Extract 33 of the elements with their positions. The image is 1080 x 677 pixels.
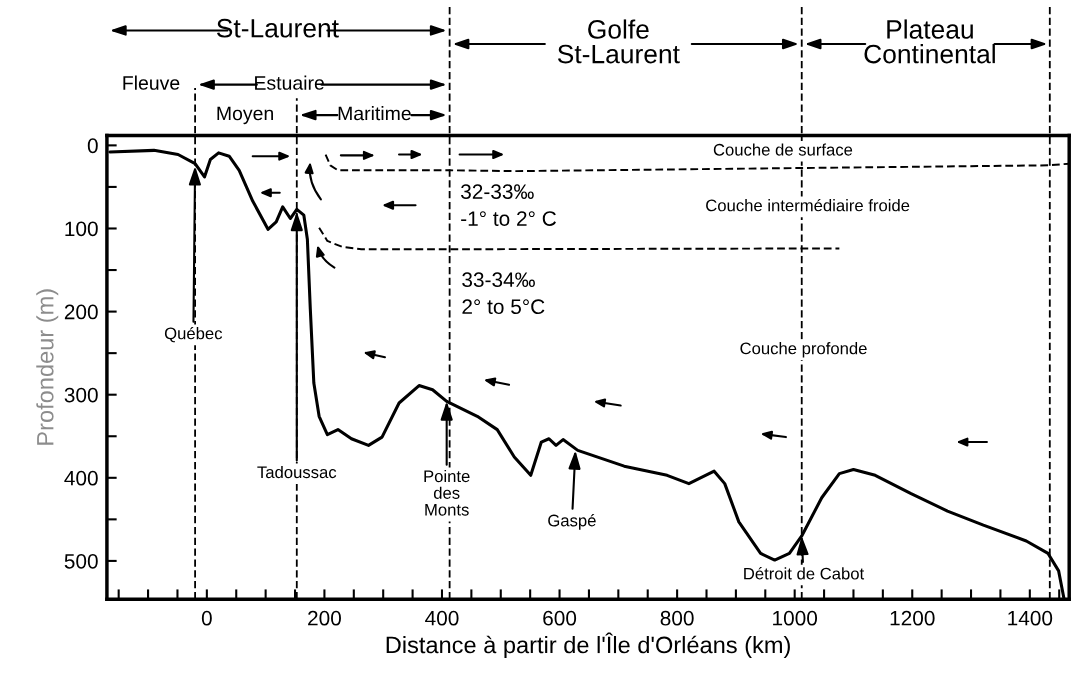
x-tick-label: 0 [201,610,212,626]
text: Moyen [217,106,273,125]
annotation: 33-34‰ 2° to 5°C [462,272,545,315]
annotation: Gaspé [548,513,596,530]
text: Estuaire [255,75,324,90]
annotation: Couche profonde [740,342,867,358]
x-tick-label: 400 [425,610,459,626]
annotation: Couche intermédiaire froide [706,198,910,212]
text: Fleuve [123,75,180,90]
y-tick-label: 400 [64,470,98,486]
x-tick-label: 1000 [773,610,818,626]
x-axis-title: Distance à partir de l'Île d'Orléans (km) [386,632,790,658]
x-tick-label: 1200 [890,610,935,626]
y-tick-label: 200 [64,304,98,320]
y-tick-label: 100 [65,221,98,237]
annotation: Tadoussac [257,465,337,479]
text: St-Laurent [216,18,339,38]
annotation: Couche de surface [713,143,853,156]
text: Maritime [338,106,411,121]
x-tick-label: 200 [308,610,341,626]
annotation: 32-33‰ -1° to 2° C [461,184,556,226]
text: Plateau Continental [864,19,995,64]
annotation: Québec [164,326,223,343]
y-tick-label: 500 [64,553,98,569]
y-tick-label: 300 [64,387,98,403]
y-tick-label: 0 [87,138,98,154]
text: Golfe St-Laurent [557,19,680,64]
annotation: Détroit de Cabot [744,567,865,580]
y-axis-title: Profondeur (m) [36,289,59,445]
x-tick-label: 800 [660,610,694,626]
x-tick-label: 1400 [1008,610,1053,626]
x-tick-label: 600 [543,610,577,626]
annotation: Pointe des Monts [424,469,470,516]
